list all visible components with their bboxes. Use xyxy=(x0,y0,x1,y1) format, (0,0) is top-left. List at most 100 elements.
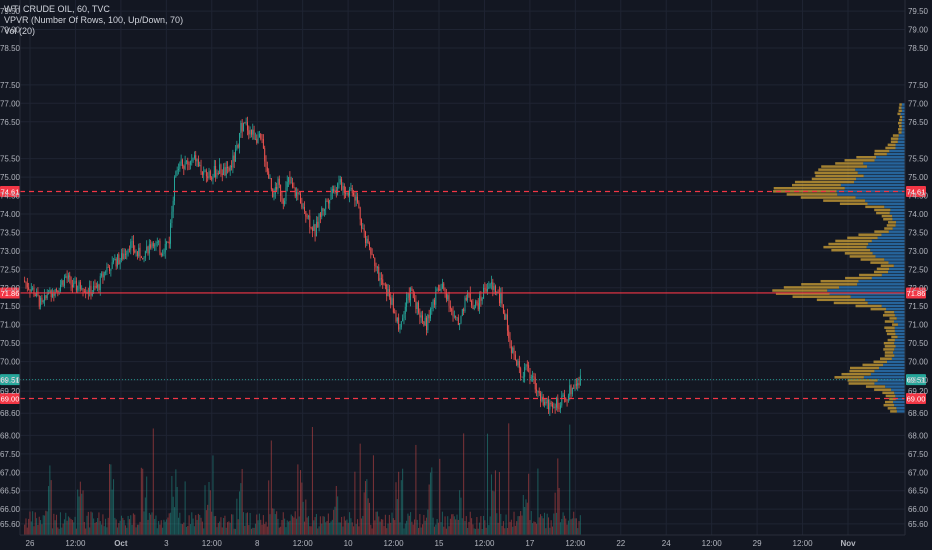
candle-body xyxy=(441,283,443,289)
volume-bar xyxy=(293,517,295,535)
price-badge-left xyxy=(0,287,20,299)
vpvr-row-down xyxy=(873,360,888,364)
price-tick-right: 71.50 xyxy=(908,302,929,311)
legend-volume[interactable]: Vol (20) xyxy=(4,26,36,36)
vpvr-row-down xyxy=(880,357,892,360)
vpvr-row-up xyxy=(896,410,905,413)
vpvr-row-up xyxy=(874,382,905,385)
volume-bar xyxy=(120,515,123,535)
vpvr-row-up xyxy=(893,351,905,354)
candle-body xyxy=(463,309,465,312)
candle-body xyxy=(134,250,136,253)
volume-bar xyxy=(456,514,458,535)
volume-bar xyxy=(451,514,453,535)
volume-bar xyxy=(505,514,507,535)
vpvr-row-down xyxy=(773,186,845,190)
candle-body xyxy=(461,309,463,317)
volume-bar xyxy=(357,519,359,535)
candle-body xyxy=(569,385,571,396)
candle-body xyxy=(102,273,104,278)
candle-body xyxy=(142,257,144,259)
vpvr-row-down xyxy=(815,174,864,178)
candle-body xyxy=(314,224,316,237)
candle-body xyxy=(506,314,508,331)
volume-bar xyxy=(95,521,97,535)
volume-bar xyxy=(445,528,447,535)
vpvr-row-up xyxy=(902,115,905,119)
volume-bar xyxy=(429,472,432,535)
candle-body xyxy=(319,213,321,217)
candle-body xyxy=(565,397,567,400)
candle-body xyxy=(510,346,512,353)
candle-body xyxy=(504,313,506,320)
price-tick-left: 79.50 xyxy=(0,7,21,16)
candle-body xyxy=(143,257,145,259)
price-tick-right: 68.60 xyxy=(908,409,929,418)
volume-bar xyxy=(350,518,352,535)
volume-bar xyxy=(297,464,299,535)
volume-bar xyxy=(345,520,347,535)
candle-body xyxy=(111,262,113,269)
volume-bar xyxy=(414,519,416,535)
candle-body xyxy=(79,282,81,289)
volume-bar xyxy=(497,522,499,535)
horizontal-levels[interactable]: 74.61 74.61 71.86 71.86 69.51 69.51 69.00 69.00 xyxy=(0,185,926,404)
candle-body xyxy=(297,192,299,195)
volume-bar xyxy=(390,522,392,535)
candle-body xyxy=(361,219,362,229)
candle-body xyxy=(350,187,352,190)
time-tick: Nov xyxy=(840,539,856,548)
candle-body xyxy=(500,292,502,304)
volume-bar xyxy=(229,522,231,535)
volume-bar xyxy=(421,524,424,535)
volume-bar xyxy=(264,524,266,535)
volume-bar xyxy=(183,522,185,535)
candle-body xyxy=(310,227,312,229)
candle-body xyxy=(212,176,214,180)
candle-body xyxy=(302,206,304,208)
candle-body xyxy=(402,318,404,322)
legend-vpvr[interactable]: VPVR (Number Of Rows, 100, Up/Down, 70) xyxy=(4,15,184,25)
vpvr-row-down xyxy=(884,400,894,404)
candle-body xyxy=(418,302,420,313)
candle-body xyxy=(480,296,482,301)
volume-bar xyxy=(188,515,190,535)
candle-body xyxy=(481,298,483,301)
volume-bar xyxy=(375,511,377,535)
volume-bar xyxy=(227,522,229,535)
volume-bar xyxy=(209,490,211,535)
volume-bar xyxy=(256,514,258,535)
volume-bar xyxy=(71,519,73,535)
vpvr-row-down xyxy=(876,267,890,271)
vpvr-row-down xyxy=(849,366,880,370)
candle-body xyxy=(260,133,262,139)
volume-bar xyxy=(322,516,324,535)
volume-bar xyxy=(81,493,83,535)
price-tick-right: 72.50 xyxy=(908,265,929,274)
volume-bar xyxy=(541,516,543,535)
candle-body xyxy=(538,390,540,394)
volume-bar xyxy=(155,515,157,535)
legend-symbol[interactable]: WTI CRUDE OIL, 60, TVC xyxy=(4,4,110,14)
volume-bar xyxy=(126,527,128,535)
candle-body xyxy=(183,166,185,169)
volume-bar xyxy=(99,521,101,535)
vpvr-row-down xyxy=(847,236,878,240)
candle-body xyxy=(369,243,370,248)
volume-bar xyxy=(225,527,227,535)
volume-bar xyxy=(67,516,69,535)
volume-bar xyxy=(407,513,409,535)
vpvr-row-down xyxy=(887,338,895,342)
volume-bar xyxy=(452,514,454,535)
candle-body xyxy=(253,129,255,140)
volume-bar xyxy=(427,509,429,535)
vpvr-row-up xyxy=(896,407,905,410)
price-tick-left: 72.00 xyxy=(0,284,21,293)
candle-body xyxy=(268,171,270,179)
volume-bar xyxy=(139,521,141,535)
price-tick-left: 73.50 xyxy=(0,228,21,237)
volume-bar xyxy=(577,528,579,535)
volume-bar xyxy=(61,527,63,535)
